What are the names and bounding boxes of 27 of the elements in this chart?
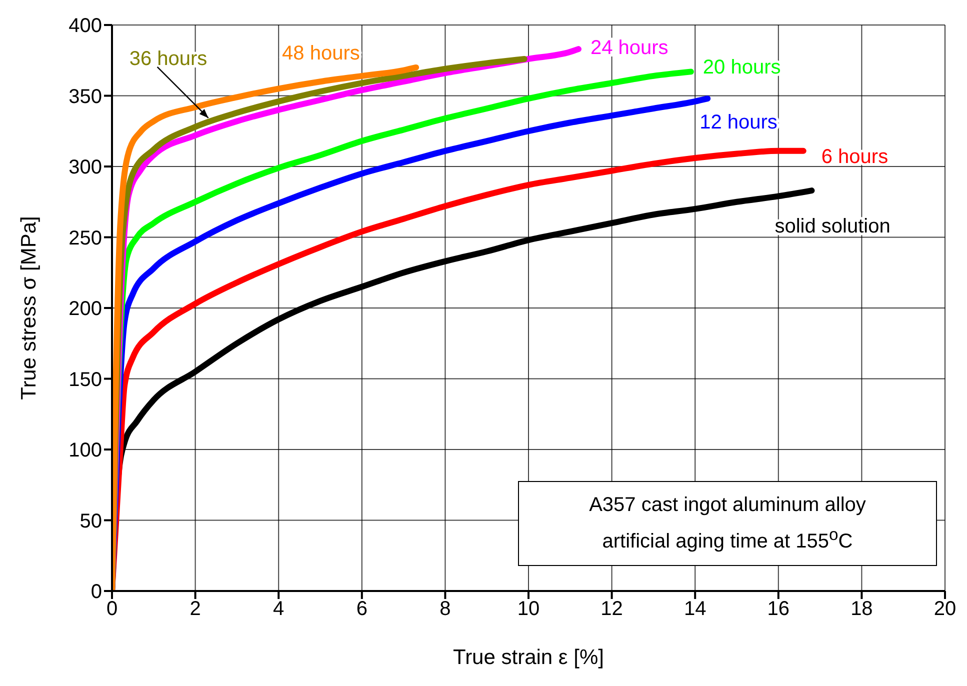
x-tick-label: 4: [273, 598, 284, 620]
y-tick-label: 200: [68, 298, 102, 320]
y-axis-title: True stress σ [MPa]: [17, 216, 40, 400]
y-tick-label: 100: [68, 440, 102, 462]
y-tick-label: 0: [90, 581, 102, 604]
x-tick-label: 2: [190, 598, 201, 620]
x-tick-label: 10: [517, 598, 540, 620]
annotation: artificial aging time at 155$^{o}$C: [601, 524, 854, 555]
y-tick-label: 350: [68, 86, 102, 108]
x-tick-label: 14: [684, 598, 706, 620]
y-tick-label: 50: [80, 510, 102, 532]
x-axis-title: True strain ε [%]: [453, 646, 604, 669]
y-tick-label: 150: [68, 368, 102, 391]
x-tick-label: 6: [356, 598, 368, 620]
x-tick-label: 0: [106, 598, 118, 620]
annotation: A357 cast ingot aluminum alloy: [588, 493, 867, 518]
x-tick-label: 18: [850, 598, 873, 620]
y-tick-label: 300: [68, 156, 102, 179]
y-tick-label: 250: [68, 227, 102, 250]
series-label: 48 hours: [282, 42, 360, 64]
x-tick-label: 8: [440, 598, 451, 620]
text-box: A357 cast ingot aluminum alloy artificial aging time at 155$^{o}$C: [518, 481, 937, 566]
y-tick-label: 400: [68, 15, 102, 38]
x-tick-label: 12: [600, 598, 623, 620]
x-tick-label: 16: [767, 598, 790, 620]
x-tick-label: 20: [934, 598, 956, 620]
series-label: 12 hours: [700, 112, 778, 134]
